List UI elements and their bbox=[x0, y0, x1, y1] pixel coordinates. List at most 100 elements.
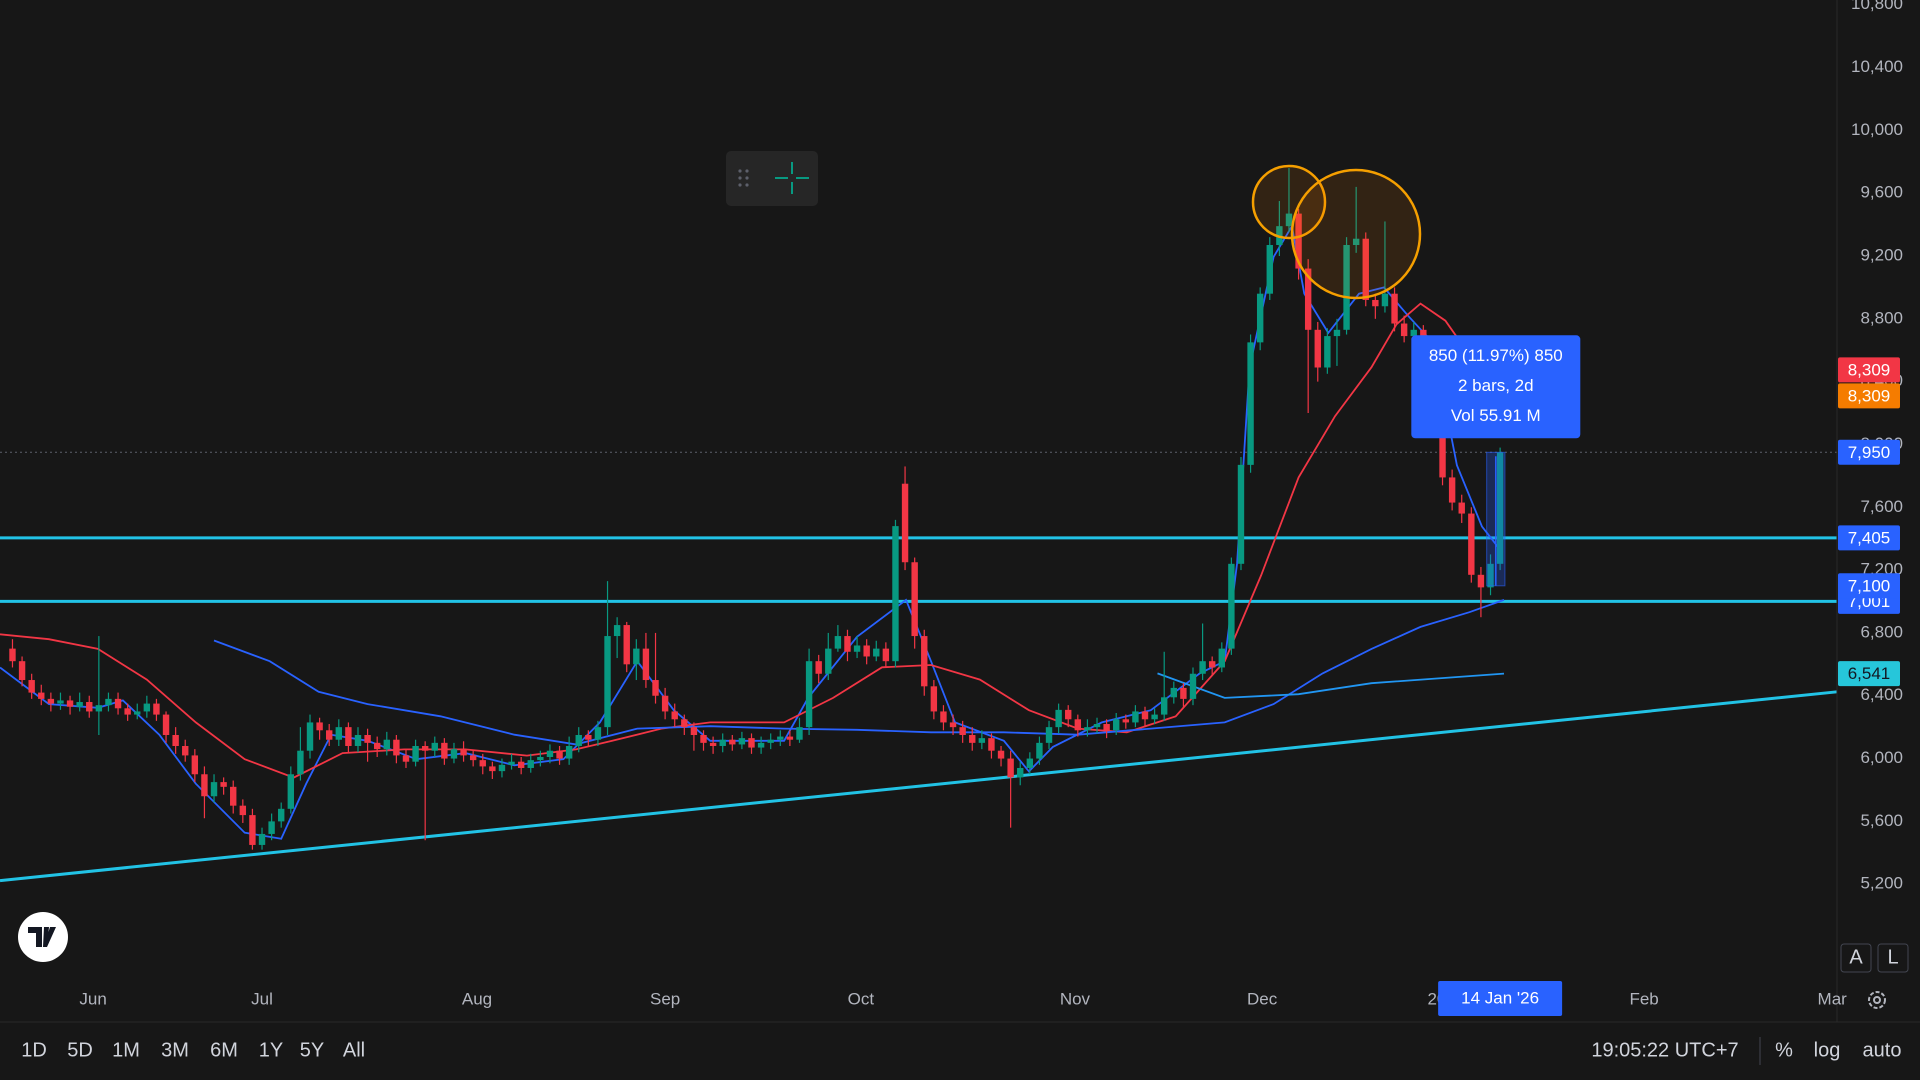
settings-gear[interactable] bbox=[1868, 991, 1886, 1009]
candle-body bbox=[278, 808, 285, 822]
candle-body bbox=[565, 745, 573, 759]
candle-body bbox=[201, 774, 208, 797]
moving-average-line bbox=[0, 302, 1502, 779]
clock[interactable]: 19:05:22 UTC+7 bbox=[1591, 1039, 1738, 1061]
range-button[interactable]: All bbox=[343, 1039, 365, 1061]
x-tick-label: Mar bbox=[1818, 989, 1848, 1008]
measure-tool: 850 (11.97%) 850 2 bars, 2d Vol 55.91 M bbox=[1411, 335, 1581, 587]
y-tick-label: 5,600 bbox=[1860, 811, 1903, 830]
y-tick-label: 9,200 bbox=[1860, 245, 1903, 264]
candle-body bbox=[441, 742, 448, 759]
candle-body bbox=[853, 645, 861, 652]
range-button[interactable]: 1M bbox=[112, 1039, 140, 1061]
candle-body bbox=[1017, 767, 1024, 778]
candle-body bbox=[949, 722, 957, 728]
candle-body bbox=[1439, 416, 1446, 478]
candle-body bbox=[1285, 213, 1293, 227]
x-tick-label: Jul bbox=[251, 989, 273, 1008]
range-button[interactable]: 3M bbox=[161, 1039, 189, 1061]
range-button[interactable]: 1D bbox=[21, 1039, 47, 1061]
price-label-box bbox=[1838, 439, 1900, 465]
logo[interactable] bbox=[18, 912, 68, 962]
candle-body bbox=[1208, 661, 1216, 668]
candle-body bbox=[1180, 687, 1187, 699]
drag-handle[interactable] bbox=[738, 169, 749, 187]
log-scale-button-label[interactable]: L bbox=[1887, 946, 1898, 968]
candle-body bbox=[748, 738, 755, 748]
candle-body bbox=[882, 648, 890, 662]
candle-body bbox=[1343, 245, 1350, 330]
log-scale-button[interactable] bbox=[1877, 943, 1909, 973]
x-tick-label: Dec bbox=[1247, 989, 1278, 1008]
candle-body bbox=[18, 661, 26, 681]
price-label-text: 7,100 bbox=[1848, 576, 1891, 595]
y-tick-label: 7,600 bbox=[1860, 497, 1903, 516]
circle-drawing[interactable] bbox=[1290, 168, 1422, 300]
candle-body bbox=[1468, 513, 1475, 575]
candle-body bbox=[796, 727, 803, 740]
candle-body bbox=[373, 742, 381, 750]
auto-toggle[interactable]: auto bbox=[1863, 1039, 1902, 1061]
candle-body bbox=[287, 774, 295, 809]
crosshair-tool[interactable] bbox=[775, 162, 809, 194]
candle-body bbox=[1036, 742, 1043, 759]
candle-body bbox=[613, 625, 621, 637]
range-button[interactable]: 5D bbox=[67, 1039, 93, 1061]
auto-scale-button[interactable] bbox=[1840, 943, 1872, 973]
candle-body bbox=[1266, 245, 1273, 294]
price-label-box bbox=[1838, 383, 1900, 409]
price-label-text: 8,309 bbox=[1848, 360, 1891, 379]
floating-toolbar[interactable] bbox=[726, 151, 818, 206]
trendline bbox=[0, 690, 1838, 883]
candle-body bbox=[700, 735, 707, 743]
x-tick-label: Feb bbox=[1629, 989, 1658, 1008]
candle-body bbox=[230, 786, 237, 806]
candle-body bbox=[153, 703, 160, 715]
candle-body bbox=[1247, 342, 1254, 465]
candle-body bbox=[517, 761, 525, 768]
auto-scale-button-label[interactable]: A bbox=[1849, 946, 1863, 968]
y-tick-label: 5,200 bbox=[1860, 874, 1903, 893]
candle-body bbox=[393, 739, 400, 756]
price-label: 7,100 bbox=[1838, 573, 1900, 599]
bottom-bar: A L 1D 5D 1M 3M 6M 1Y 5Y All 19:05:22 UT… bbox=[21, 943, 1909, 1065]
candle-body bbox=[575, 735, 582, 746]
circle-drawing[interactable] bbox=[1251, 164, 1327, 240]
log-toggle[interactable]: log bbox=[1814, 1039, 1841, 1061]
candle-body bbox=[1199, 661, 1206, 674]
candle-body bbox=[690, 727, 698, 735]
candle-body bbox=[1333, 329, 1341, 337]
candle-body bbox=[1458, 502, 1465, 514]
candle-body bbox=[1410, 329, 1417, 337]
candle-body bbox=[786, 736, 794, 740]
range-button[interactable]: 5Y bbox=[300, 1039, 324, 1061]
percent-toggle[interactable]: % bbox=[1775, 1039, 1793, 1061]
candle-body bbox=[28, 680, 35, 693]
candle-body bbox=[911, 562, 918, 637]
candle-body bbox=[57, 700, 64, 704]
candle-body bbox=[1362, 238, 1369, 300]
candle-body bbox=[873, 648, 880, 657]
candle-body bbox=[412, 745, 419, 762]
candle-body bbox=[210, 782, 218, 797]
candle-body bbox=[815, 661, 822, 674]
candle-body bbox=[268, 821, 275, 834]
candle-body bbox=[1228, 563, 1235, 649]
candle-body bbox=[76, 702, 83, 707]
candle-body bbox=[671, 711, 678, 720]
range-button[interactable]: 1Y bbox=[259, 1039, 283, 1061]
range-button[interactable]: 6M bbox=[210, 1039, 238, 1061]
measure-tooltip-text: 2 bars, 2d bbox=[1458, 376, 1534, 395]
candle-body bbox=[834, 636, 842, 649]
price-label: 6,541 bbox=[1838, 661, 1900, 687]
price-label: 8,309 bbox=[1838, 357, 1900, 383]
candle-body bbox=[825, 648, 832, 674]
candle-body bbox=[162, 714, 170, 735]
candle-body bbox=[182, 745, 189, 756]
candle-body bbox=[527, 760, 534, 768]
candle-body bbox=[134, 711, 141, 715]
candle-body bbox=[95, 705, 103, 712]
candle-body bbox=[508, 761, 515, 765]
